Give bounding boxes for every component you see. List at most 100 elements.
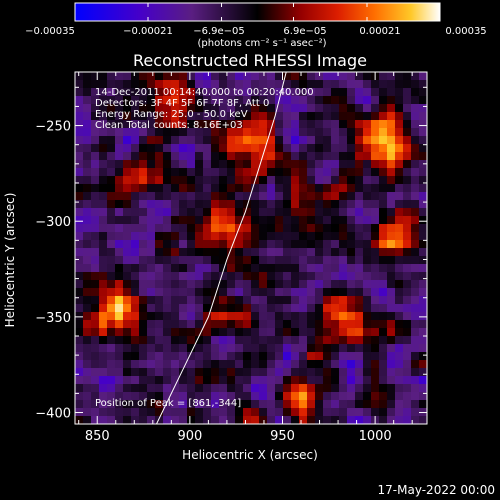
heatmap-cell bbox=[195, 312, 204, 321]
heatmap-cell bbox=[211, 208, 220, 217]
heatmap-cell bbox=[283, 256, 292, 265]
heatmap-cell bbox=[387, 240, 396, 249]
heatmap-cell bbox=[251, 280, 260, 289]
heatmap-cell bbox=[339, 232, 348, 241]
heatmap-cell bbox=[419, 344, 427, 353]
heatmap-cell bbox=[99, 384, 108, 393]
heatmap-cell bbox=[307, 280, 316, 289]
heatmap-cell bbox=[347, 288, 356, 297]
heatmap-cell bbox=[171, 224, 180, 233]
heatmap-cell bbox=[227, 312, 236, 321]
heatmap-cell bbox=[315, 312, 324, 321]
heatmap-cell bbox=[115, 376, 124, 385]
heatmap-cell bbox=[179, 208, 188, 217]
heatmap-cell bbox=[139, 384, 148, 393]
heatmap-cell bbox=[219, 272, 228, 281]
heatmap-cell bbox=[227, 328, 236, 337]
heatmap-cell bbox=[147, 184, 156, 193]
heatmap-cell bbox=[251, 152, 260, 161]
heatmap-cell bbox=[243, 312, 252, 321]
heatmap-cell bbox=[107, 384, 116, 393]
heatmap-cell bbox=[139, 112, 148, 121]
heatmap-cell bbox=[355, 280, 364, 289]
heatmap-cell bbox=[275, 384, 284, 393]
heatmap-cell bbox=[355, 320, 364, 329]
heatmap-cell bbox=[411, 96, 420, 105]
heatmap-cell bbox=[379, 232, 388, 241]
heatmap-cell bbox=[347, 392, 356, 401]
heatmap-cell bbox=[187, 344, 196, 353]
heatmap-cell bbox=[187, 304, 196, 313]
heatmap-cell bbox=[251, 288, 260, 297]
heatmap-cell bbox=[283, 272, 292, 281]
heatmap-cell bbox=[395, 144, 404, 153]
heatmap-cell bbox=[355, 376, 364, 385]
heatmap-cell bbox=[387, 160, 396, 169]
heatmap-cell bbox=[139, 344, 148, 353]
colorbar-tick-label-4: 0.00021 bbox=[359, 26, 401, 37]
heatmap-cell bbox=[379, 272, 388, 281]
heatmap-cell bbox=[123, 408, 132, 417]
heatmap-cell bbox=[355, 256, 364, 265]
heatmap-cell bbox=[243, 160, 252, 169]
heatmap-cell bbox=[243, 288, 252, 297]
heatmap-cell bbox=[387, 408, 396, 417]
heatmap-cell bbox=[395, 72, 404, 81]
heatmap-cell bbox=[115, 200, 124, 209]
heatmap-cell bbox=[107, 392, 116, 401]
heatmap-cell bbox=[155, 400, 164, 409]
heatmap-cell bbox=[147, 416, 156, 424]
heatmap-cell bbox=[347, 344, 356, 353]
heatmap-cell bbox=[123, 288, 132, 297]
heatmap-cell bbox=[363, 216, 372, 225]
heatmap-cell bbox=[403, 336, 412, 345]
heatmap-cell bbox=[195, 232, 204, 241]
heatmap-cell bbox=[187, 184, 196, 193]
heatmap-cell bbox=[299, 144, 308, 153]
heatmap-cell bbox=[171, 288, 180, 297]
heatmap-cell bbox=[115, 216, 124, 225]
heatmap-cell bbox=[395, 168, 404, 177]
heatmap-cell bbox=[379, 216, 388, 225]
heatmap-cell bbox=[315, 288, 324, 297]
heatmap-cell bbox=[203, 248, 212, 257]
heatmap-cell bbox=[139, 336, 148, 345]
heatmap-cell bbox=[91, 152, 100, 161]
heatmap-cell bbox=[315, 208, 324, 217]
heatmap-cell bbox=[299, 256, 308, 265]
heatmap-cell bbox=[203, 96, 212, 105]
heatmap-cell bbox=[139, 216, 148, 225]
heatmap-cell bbox=[179, 336, 188, 345]
heatmap-cell bbox=[363, 360, 372, 369]
heatmap-cell bbox=[363, 408, 372, 417]
heatmap-cell bbox=[403, 72, 412, 81]
heatmap-cell bbox=[251, 328, 260, 337]
heatmap-cell bbox=[283, 104, 292, 113]
heatmap-cell bbox=[315, 104, 324, 113]
heatmap-cell bbox=[339, 288, 348, 297]
heatmap-cell bbox=[411, 312, 420, 321]
heatmap-cell bbox=[179, 368, 188, 377]
heatmap-cell bbox=[147, 392, 156, 401]
heatmap-cell bbox=[211, 128, 220, 137]
heatmap-cell bbox=[131, 360, 140, 369]
heatmap-cell bbox=[91, 344, 100, 353]
heatmap-cell bbox=[91, 88, 100, 97]
heatmap-cell bbox=[179, 224, 188, 233]
heatmap-cell bbox=[403, 256, 412, 265]
heatmap-cell bbox=[411, 384, 420, 393]
heatmap-cell bbox=[99, 160, 108, 169]
heatmap-cell bbox=[403, 328, 412, 337]
heatmap-cell bbox=[155, 112, 164, 121]
heatmap-cell bbox=[115, 352, 124, 361]
heatmap-cell bbox=[323, 136, 332, 145]
heatmap-cell bbox=[419, 280, 427, 289]
heatmap-cell bbox=[411, 408, 420, 417]
heatmap-cell bbox=[251, 360, 260, 369]
heatmap-cell bbox=[235, 152, 244, 161]
heatmap-cell bbox=[307, 352, 316, 361]
heatmap-cell bbox=[395, 384, 404, 393]
heatmap-cell bbox=[339, 120, 348, 129]
heatmap-cell bbox=[99, 88, 108, 97]
